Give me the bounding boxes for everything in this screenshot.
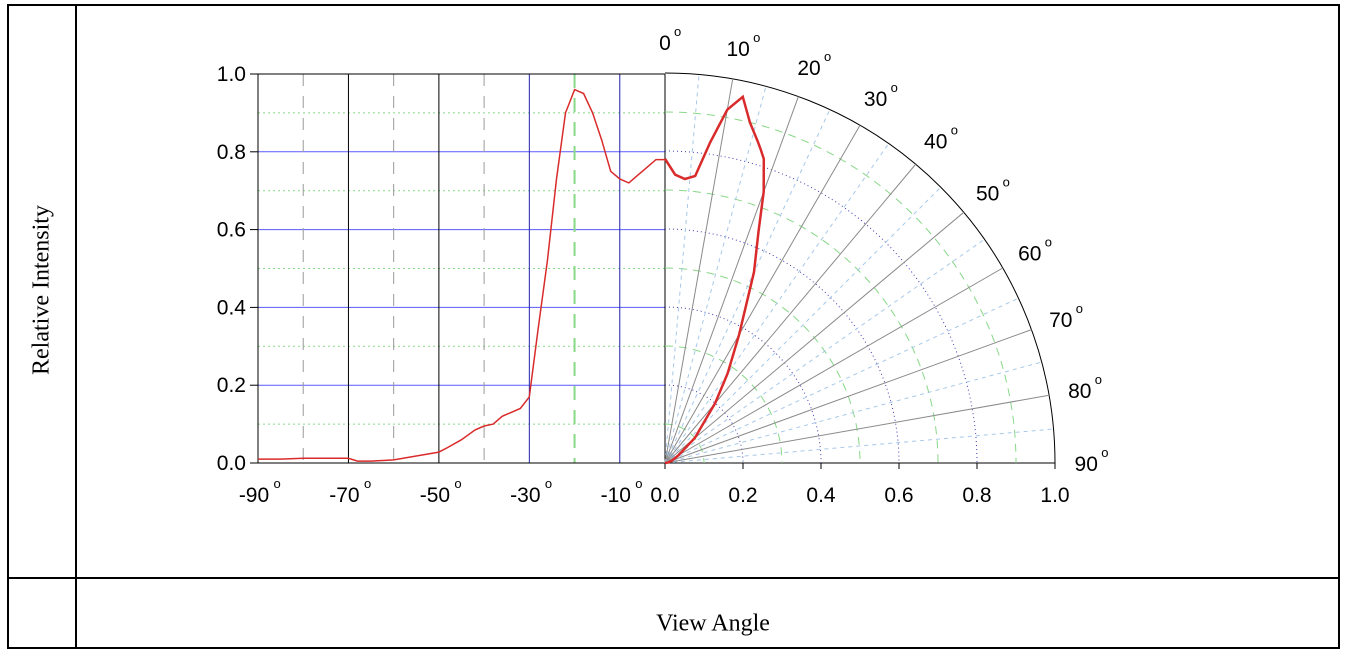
polar-spoke [664,143,890,464]
degree-symbol: o [274,476,281,491]
x-axis-label: View Angle [656,610,770,637]
y-tick-label: 0.8 [217,141,246,164]
polar-spoke [664,211,965,464]
degree-symbol: o [891,80,898,95]
angle-tick-label: 80 [1068,380,1091,403]
cartesian-grid [257,73,1055,464]
x-tick-label: -10 [601,484,631,507]
r-tick-label: 0.4 [806,484,836,507]
polar-arc [664,267,861,464]
tick-labels: 0.00.20.40.60.81.0-90o-70o-50o-30o-10o0o… [217,24,1109,507]
degree-symbol: o [364,476,371,491]
angle-tick-label: 20 [797,57,820,80]
angle-tick-label: 10 [726,38,749,61]
polar-spoke [664,428,1054,464]
degree-symbol: o [454,476,461,491]
x-tick-label: -70 [329,484,359,507]
y-tick-label: 0.6 [217,219,246,242]
polar-spoke [664,74,700,464]
polar-spoke [664,125,861,464]
angle-tick-label: 60 [1018,242,1041,265]
polar-spoke [664,238,985,464]
angle-tick-label: 40 [924,130,947,153]
degree-symbol: o [1101,445,1108,460]
degree-symbol: o [753,30,760,45]
polar-spoke [664,297,1019,464]
polar-spoke [664,186,942,464]
degree-symbol: o [674,24,681,39]
r-tick-label: 0.2 [728,484,757,507]
polar-spoke [664,109,831,464]
y-axis-label: Relative Intensity [28,205,55,375]
polar-curve [663,94,766,465]
r-tick-label: 0.8 [962,484,991,507]
polar-spoke [664,329,1032,464]
table-border [7,4,1340,649]
polar-grid [664,72,1056,464]
polar-spoke [664,267,1003,464]
polar-spoke [664,78,734,464]
polar-arc [664,72,1056,464]
polar-arc [664,228,900,464]
y-tick-label: 0.2 [217,374,246,397]
degree-symbol: o [545,476,552,491]
r-tick-label: 1.0 [1040,484,1069,507]
cartesian-curve [258,88,665,462]
degree-symbol: o [951,122,958,137]
polar-spoke [664,86,767,464]
angle-tick-label: 70 [1049,309,1072,332]
polar-arc [664,345,783,464]
x-tick-label: -50 [420,484,450,507]
degree-symbol: o [1095,372,1102,387]
x-tick-label: -30 [510,484,540,507]
angle-tick-label: 0 [659,32,671,55]
curves [258,88,766,465]
polar-spoke [664,394,1050,464]
y-tick-label: 1.0 [217,63,246,86]
angle-tick-label: 30 [864,88,887,111]
degree-symbol: o [1076,301,1083,316]
y-tick-label: 0.4 [217,296,247,319]
degree-symbol: o [1045,234,1052,249]
angle-tick-label: 90 [1075,453,1098,476]
polar-spoke [664,361,1042,464]
y-tick-label: 0.0 [217,452,246,475]
degree-symbol: o [824,49,831,64]
r-tick-label: 0.0 [650,484,679,507]
r-tick-label: 0.6 [884,484,913,507]
polar-spoke [664,163,917,464]
degree-symbol: o [635,476,642,491]
polar-spoke [664,96,799,464]
x-tick-label: -90 [239,484,269,507]
angle-tick-label: 50 [976,182,999,205]
polar-arc [664,111,1017,464]
degree-symbol: o [1003,174,1010,189]
